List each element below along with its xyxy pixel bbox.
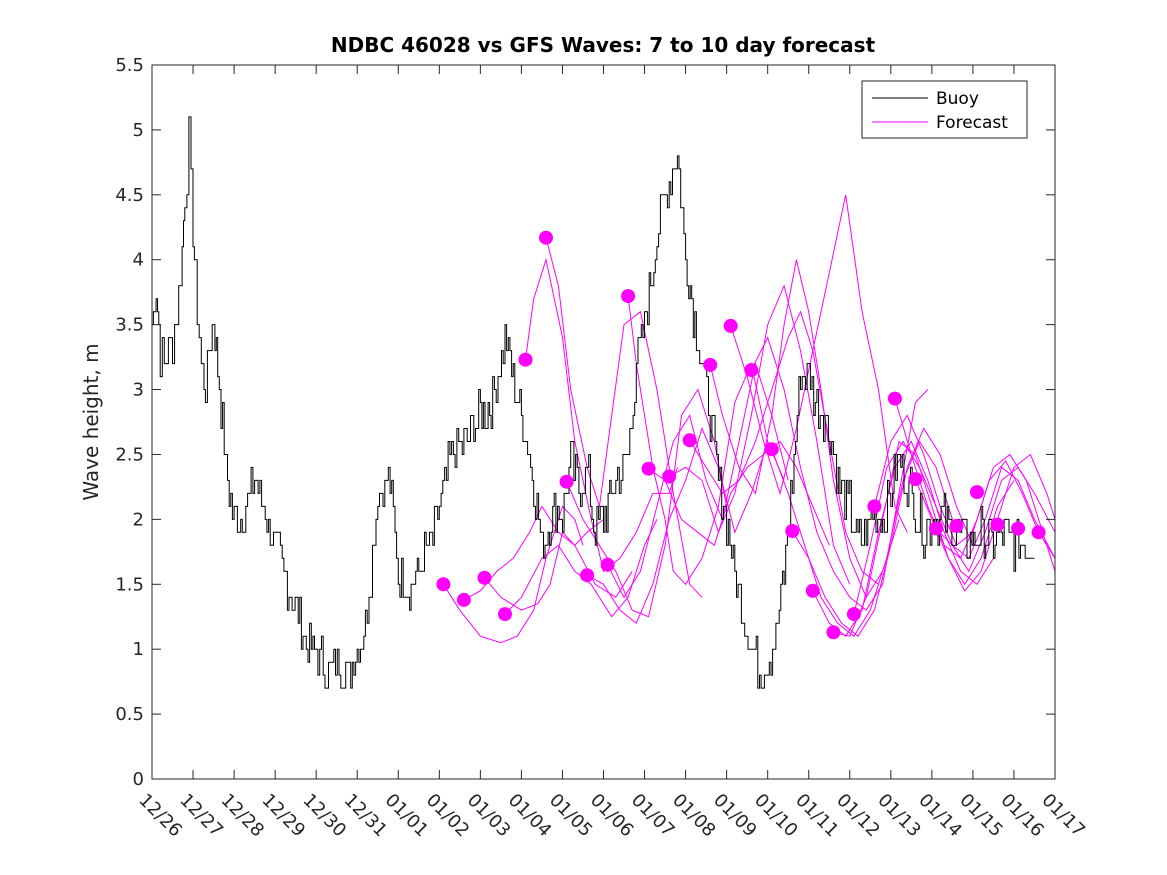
y-tick-label: 0.5	[115, 704, 144, 725]
forecast-marker	[662, 469, 677, 484]
forecast-line	[586, 427, 769, 624]
forecast-line	[709, 259, 900, 599]
forecast-marker	[539, 230, 553, 245]
y-tick-label: 5	[133, 120, 144, 141]
forecast-marker	[600, 557, 615, 572]
forecast-marker	[641, 461, 656, 476]
forecast-line	[689, 310, 879, 585]
forecast-marker	[456, 592, 471, 607]
forecast-line	[566, 388, 728, 618]
forecast-marker	[682, 433, 697, 448]
forecast-line	[791, 427, 974, 637]
forecast-line	[873, 414, 1056, 559]
forecast-line	[627, 296, 785, 586]
forecast-marker	[805, 583, 820, 598]
y-tick-label: 5.5	[115, 55, 144, 76]
marker-layer	[436, 230, 1046, 640]
forecast-marker	[559, 474, 574, 489]
forecast-line	[935, 466, 1056, 560]
forecast-marker	[498, 607, 512, 622]
forecast-marker	[1031, 525, 1046, 540]
forecast-marker	[970, 485, 984, 500]
forecast-line	[771, 440, 953, 637]
forecast-marker	[621, 289, 636, 304]
forecast-marker	[744, 363, 759, 378]
y-tick-label: 3	[133, 380, 144, 401]
y-tick-label: 4	[133, 250, 144, 271]
forecast-marker	[990, 517, 1005, 532]
y-tick-label: 3.5	[115, 315, 144, 336]
forecast-line	[484, 531, 633, 611]
buoy-line	[152, 116, 1035, 689]
y-tick-label: 2.5	[115, 444, 144, 465]
y-tick-label: 4.5	[115, 185, 144, 206]
forecast-marker	[785, 524, 800, 538]
forecast-line	[750, 336, 929, 611]
forecast-marker	[949, 518, 964, 533]
forecast-line	[607, 361, 789, 599]
forecast-marker	[908, 472, 923, 487]
forecast-line	[668, 284, 851, 585]
forecast-marker	[846, 607, 861, 622]
y-tick-label: 2	[133, 509, 144, 530]
y-axis-label: Wave height, m	[79, 343, 103, 500]
forecast-line	[545, 237, 703, 598]
forecast-marker	[580, 568, 595, 583]
forecast-marker	[723, 318, 738, 333]
forecast-marker	[826, 625, 841, 640]
forecast-marker	[887, 391, 902, 406]
legend-forecast-label: Forecast	[936, 113, 1008, 133]
forecast-marker	[436, 577, 451, 592]
forecast-marker	[1011, 521, 1026, 536]
y-tick-label: 1	[133, 639, 144, 660]
y-tick-label: 0	[133, 769, 144, 790]
series-layer	[152, 116, 1056, 689]
forecast-marker	[867, 499, 882, 514]
forecast-line	[730, 194, 908, 533]
plot-area	[152, 65, 1055, 779]
forecast-marker	[764, 442, 779, 457]
legend: Buoy Forecast	[861, 80, 1028, 139]
forecast-line	[442, 505, 584, 644]
forecast-marker	[518, 352, 533, 367]
forecast-marker	[929, 521, 943, 536]
y-tick-label: 1.5	[115, 574, 144, 595]
forecast-line	[894, 398, 1056, 572]
legend-box	[861, 80, 1028, 139]
forecast-marker	[477, 570, 492, 585]
forecast-marker	[703, 357, 718, 372]
y-axis: 0 0.5 1 1.5 2 2.5 3 3.5 4 4.5 5 5.5	[115, 55, 1055, 790]
legend-buoy-label: Buoy	[936, 89, 979, 109]
chart-title: NDBC 46028 vs GFS Waves: 7 to 10 day for…	[331, 33, 876, 57]
